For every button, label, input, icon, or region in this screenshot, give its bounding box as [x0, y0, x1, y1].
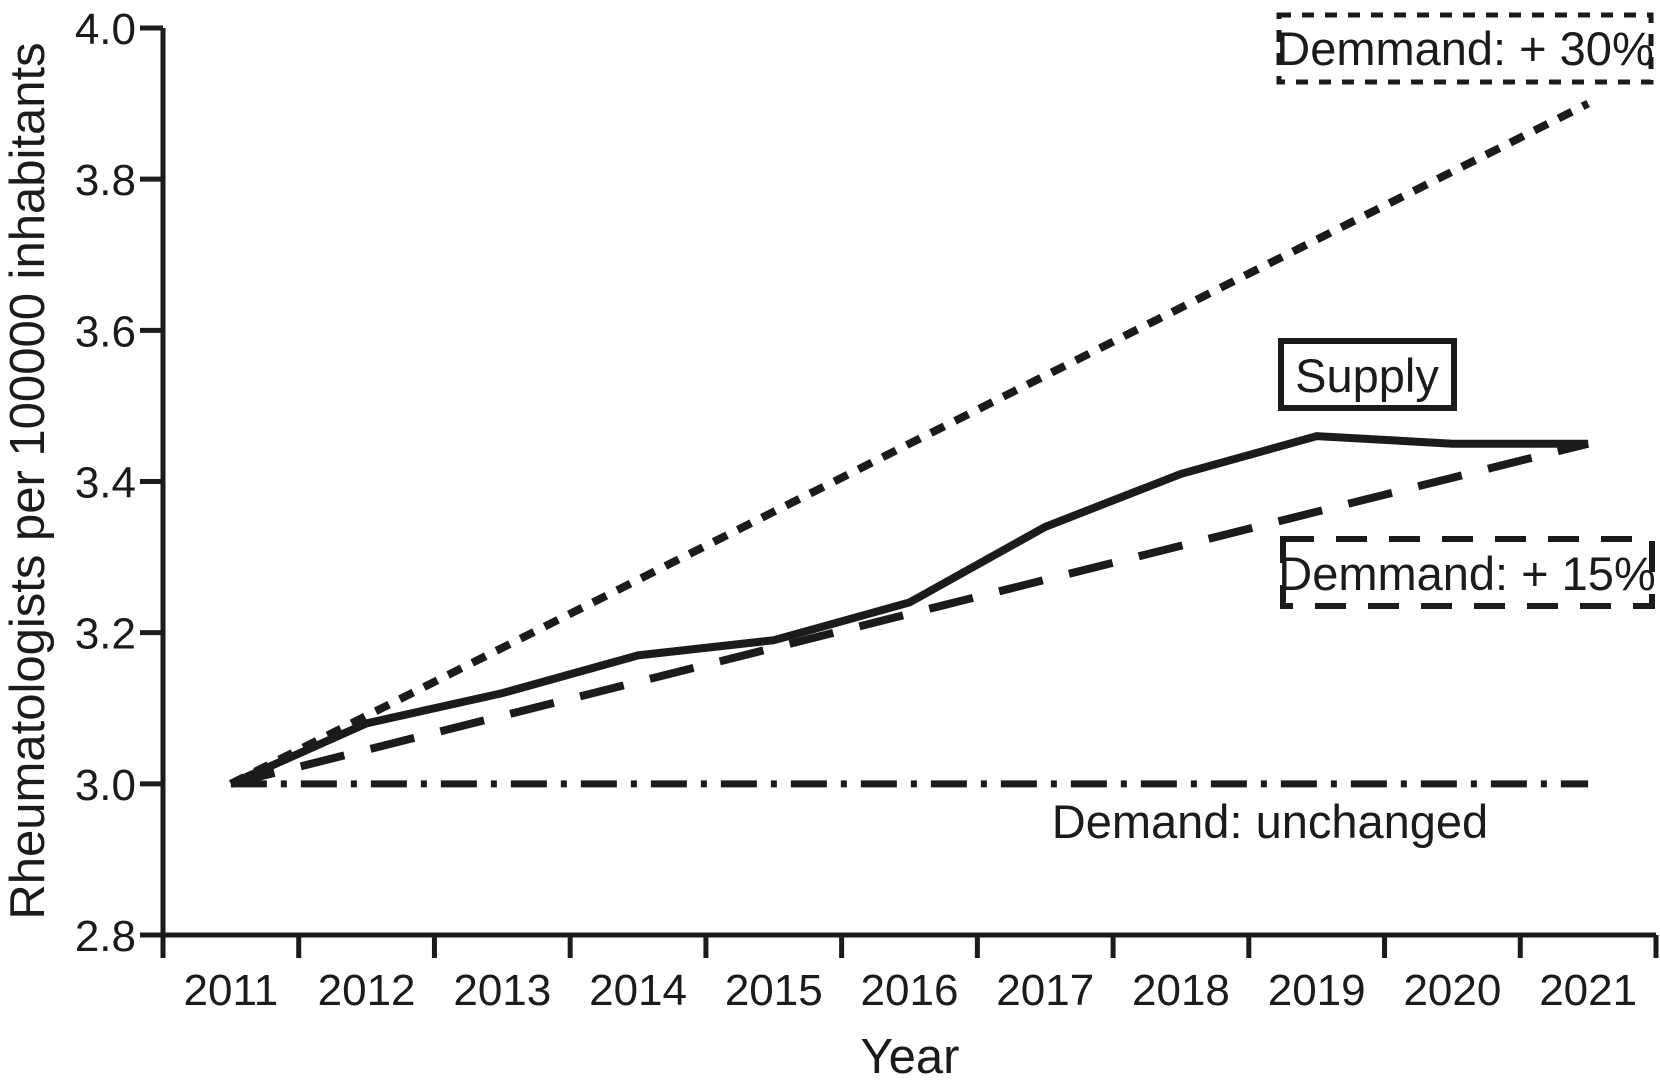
x-tick-label: 2012 — [318, 966, 416, 1015]
y-tick-label: 3.6 — [75, 307, 136, 356]
series-line-solid — [229, 432, 1589, 788]
x-tick-label: 2013 — [453, 966, 551, 1015]
demand-plus30-label-box — [1276, 12, 1654, 85]
supply-label: Supply — [1295, 349, 1439, 402]
demand-plus30-label: Demmand: + 30% — [1276, 22, 1654, 75]
x-tick-label: 2018 — [1132, 966, 1230, 1015]
x-tick-label: 2014 — [589, 966, 687, 1015]
series-line-long-dash — [229, 439, 1590, 788]
x-tick-label: 2019 — [1268, 966, 1366, 1015]
demand-unchanged-label: Demand: unchanged — [1052, 795, 1488, 848]
x-tick-label: 2017 — [996, 966, 1094, 1015]
plot-area: 2011 2012 2013 2014 2015 2016 2017 2018 2019 2020… — [75, 5, 1659, 1015]
y-tick-label: 3.4 — [75, 459, 136, 508]
y-tick-label: 3.8 — [75, 156, 136, 205]
x-tick-label: 2016 — [861, 966, 959, 1015]
y-tick-label: 3.0 — [75, 761, 136, 810]
y-tick-label: 3.2 — [75, 610, 136, 659]
x-tick-label: 2015 — [725, 966, 823, 1015]
supply-label-box — [1278, 338, 1457, 411]
y-axis-title: Rheumatologists per 100000 inhabitants — [1, 42, 55, 919]
y-tick-label: 4.0 — [75, 5, 136, 54]
x-tick-label: 2021 — [1539, 966, 1637, 1015]
demand-plus15-label-box — [1280, 536, 1655, 609]
series-line-dotted — [229, 100, 1590, 788]
demand-plus15-label: Demmand: + 15% — [1278, 547, 1656, 600]
y-tick-label: 2.8 — [75, 912, 136, 961]
x-tick-label: 2011 — [184, 966, 279, 1015]
x-tick-label: 2020 — [1403, 966, 1501, 1015]
x-axis-title: Year — [860, 1030, 959, 1084]
